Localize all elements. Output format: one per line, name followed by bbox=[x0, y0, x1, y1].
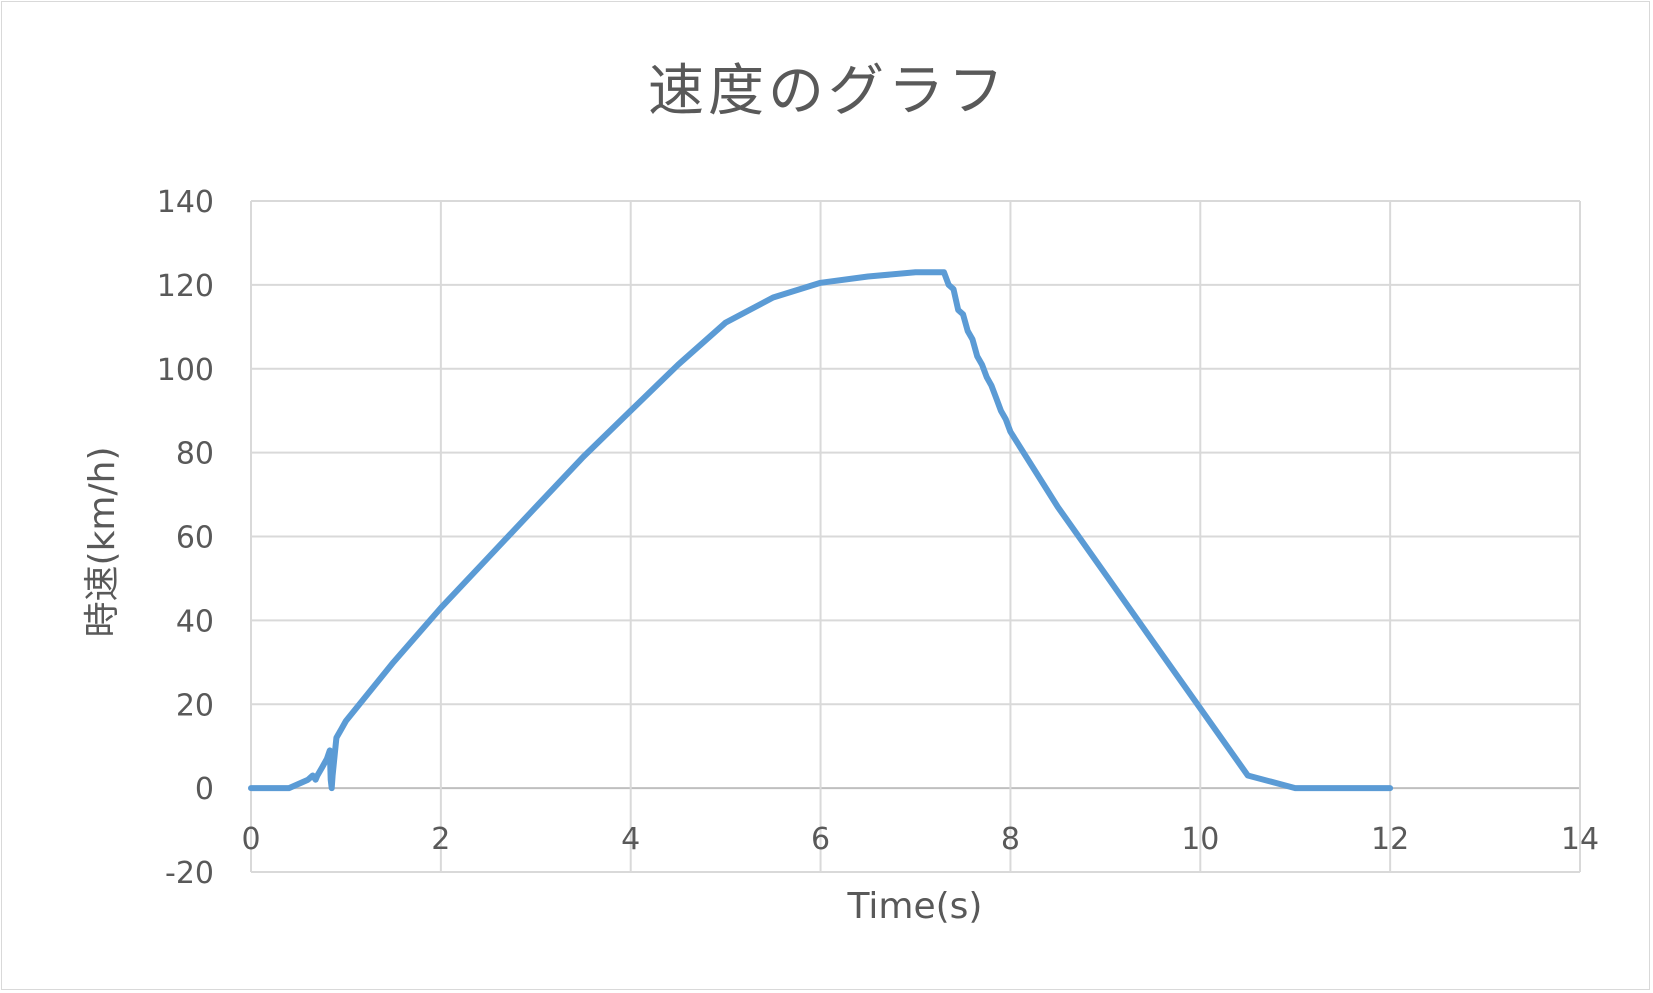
y-tick-label: 0 bbox=[195, 772, 214, 807]
x-tick-label: 0 bbox=[241, 822, 260, 857]
y-tick-label: 100 bbox=[157, 353, 214, 388]
y-tick-labels: -20 0 20 40 60 80 100 120 140 bbox=[157, 185, 214, 891]
series-layer bbox=[248, 269, 1394, 792]
x-tick-label: 10 bbox=[1181, 822, 1219, 857]
series-line-0 bbox=[248, 269, 1394, 792]
x-tick-labels: 0 2 4 6 8 10 12 14 bbox=[241, 822, 1599, 857]
x-tick-label: 2 bbox=[431, 822, 450, 857]
y-tick-label: 120 bbox=[157, 269, 214, 304]
y-tick-label: 60 bbox=[176, 521, 214, 556]
y-tick-label: 80 bbox=[176, 437, 214, 472]
y-tick-label: 20 bbox=[176, 688, 214, 723]
chart-title: 速度のグラフ bbox=[648, 59, 1008, 124]
y-axis-label: 時速(km/h) bbox=[82, 447, 123, 638]
x-tick-label: 4 bbox=[621, 822, 640, 857]
x-tick-label: 6 bbox=[811, 822, 830, 857]
y-tick-label: 40 bbox=[176, 604, 214, 639]
y-tick-label: 140 bbox=[157, 185, 214, 220]
x-axis-label: Time(s) bbox=[847, 886, 983, 927]
y-tick-label: -20 bbox=[165, 856, 214, 891]
x-tick-label: 14 bbox=[1561, 822, 1599, 857]
gridlines bbox=[250, 200, 1581, 873]
x-tick-label: 12 bbox=[1371, 822, 1409, 857]
x-tick-label: 8 bbox=[1001, 822, 1020, 857]
